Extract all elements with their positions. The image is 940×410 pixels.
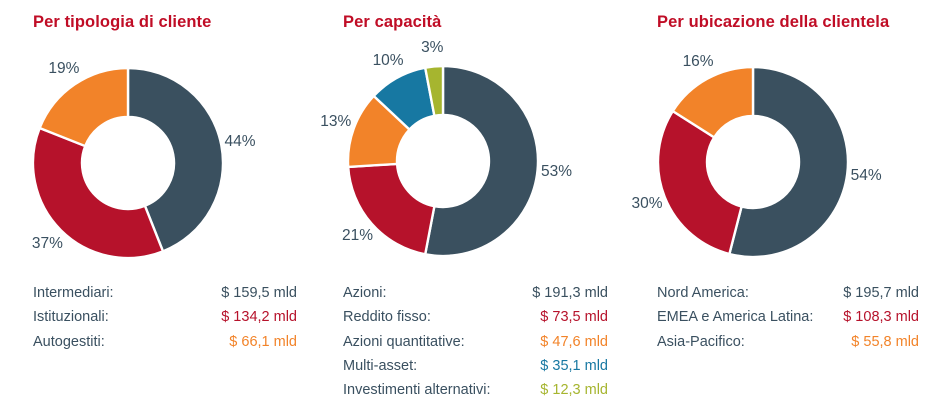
legend-row: Reddito fisso: $ 73,5 mld bbox=[343, 305, 608, 329]
donut-svg bbox=[656, 65, 850, 259]
chart-column-capability: Per capacità 53% 21% 13% 10% 3% Azioni: $ 191… bbox=[320, 0, 622, 410]
legend-value: $ 12,3 mld bbox=[540, 382, 608, 399]
donut-segment-intermediari bbox=[126, 66, 225, 253]
chart-column-client-location: Per ubicazione della clientela 54% 30% 16%… bbox=[631, 0, 934, 410]
donut-svg bbox=[31, 66, 225, 260]
donut-segment-investimenti-alternativi bbox=[423, 64, 445, 118]
percent-label-investimenti-alternativi: 3% bbox=[421, 38, 444, 56]
donut-chart-client-type: 44% 37% 19% bbox=[0, 43, 268, 283]
legend-row: Autogestiti: $ 66,1 mld bbox=[33, 330, 297, 354]
percent-label-emea-e-america-latina: 30% bbox=[631, 194, 663, 212]
chart-column-client-type: Per tipologia di cliente 44% 37% 19% Inter… bbox=[20, 0, 312, 410]
donut-segment-istituzionali bbox=[31, 126, 165, 260]
legend-value: $ 195,7 mld bbox=[843, 285, 919, 301]
percent-label-intermediari: 44% bbox=[224, 132, 256, 150]
legend-label: Investimenti alternativi: bbox=[343, 382, 491, 399]
legend-value: $ 73,5 mld bbox=[540, 309, 608, 326]
percent-label-multi-asset: 10% bbox=[372, 52, 404, 70]
legend-label: Autogestiti: bbox=[33, 333, 105, 350]
donut-segment-azioni bbox=[423, 64, 540, 258]
legend-value: $ 134,2 mld bbox=[221, 309, 297, 326]
donut-svg bbox=[346, 64, 540, 258]
legend-label: Azioni: bbox=[343, 285, 387, 301]
legend-label: Azioni quantitative: bbox=[343, 333, 465, 350]
chart-title-client-location: Per ubicazione della clientela bbox=[657, 13, 890, 31]
percent-label-asia-pacifico: 16% bbox=[682, 53, 714, 71]
legend-label: Istituzionali: bbox=[33, 309, 109, 326]
legend-value: $ 35,1 mld bbox=[540, 357, 608, 374]
donut-segment-autogestiti bbox=[38, 66, 130, 148]
legend-capability: Azioni: $ 191,3 mld Reddito fisso: $ 73,5 m… bbox=[343, 281, 608, 402]
percent-label-reddito-fisso: 21% bbox=[341, 227, 373, 245]
legend-row: Azioni quantitative: $ 47,6 mld bbox=[343, 330, 608, 354]
donut-segment-emea-e-america-latina bbox=[656, 109, 744, 256]
legend-row: EMEA e America Latina: $ 108,3 mld bbox=[657, 305, 919, 329]
percent-label-azioni: 53% bbox=[540, 162, 572, 180]
chart-title-client-type: Per tipologia di cliente bbox=[33, 13, 212, 31]
legend-row: Intermediari: $ 159,5 mld bbox=[33, 281, 297, 305]
legend-label: Nord America: bbox=[657, 285, 749, 301]
legend-row: Investimenti alternativi: $ 12,3 mld bbox=[343, 378, 608, 402]
donut-segment-reddito-fisso bbox=[346, 162, 436, 256]
percent-label-azioni-quantitative: 13% bbox=[320, 113, 352, 131]
chart-title-capability: Per capacità bbox=[343, 13, 442, 31]
percent-label-istituzionali: 37% bbox=[31, 234, 63, 252]
legend-value: $ 47,6 mld bbox=[540, 333, 608, 350]
legend-row: Multi-asset: $ 35,1 mld bbox=[343, 354, 608, 378]
legend-row: Istituzionali: $ 134,2 mld bbox=[33, 305, 297, 329]
legend-label: Reddito fisso: bbox=[343, 309, 431, 326]
legend-label: EMEA e America Latina: bbox=[657, 309, 814, 326]
legend-label: Asia-Pacifico: bbox=[657, 333, 745, 350]
legend-client-type: Intermediari: $ 159,5 mld Istituzionali: $ … bbox=[33, 281, 297, 354]
legend-row: Asia-Pacifico: $ 55,8 mld bbox=[657, 330, 919, 354]
legend-value: $ 191,3 mld bbox=[532, 285, 608, 301]
legend-client-location: Nord America: $ 195,7 mld EMEA e America L… bbox=[657, 281, 919, 354]
percent-label-nord-america: 54% bbox=[850, 167, 882, 185]
legend-value: $ 66,1 mld bbox=[229, 333, 297, 350]
donut-segment-asia-pacifico bbox=[671, 65, 755, 140]
donut-chart-client-location: 54% 30% 16% bbox=[613, 42, 893, 282]
donut-chart-capability: 53% 21% 13% 10% 3% bbox=[303, 38, 583, 281]
legend-row: Nord America: $ 195,7 mld bbox=[657, 281, 919, 305]
legend-label: Multi-asset: bbox=[343, 357, 418, 374]
percent-label-autogestiti: 19% bbox=[48, 59, 80, 77]
donut-segment-nord-america bbox=[727, 65, 850, 259]
legend-value: $ 55,8 mld bbox=[851, 333, 919, 350]
legend-value: $ 108,3 mld bbox=[843, 309, 919, 326]
legend-value: $ 159,5 mld bbox=[221, 285, 297, 301]
legend-label: Intermediari: bbox=[33, 285, 114, 301]
legend-row: Azioni: $ 191,3 mld bbox=[343, 281, 608, 305]
